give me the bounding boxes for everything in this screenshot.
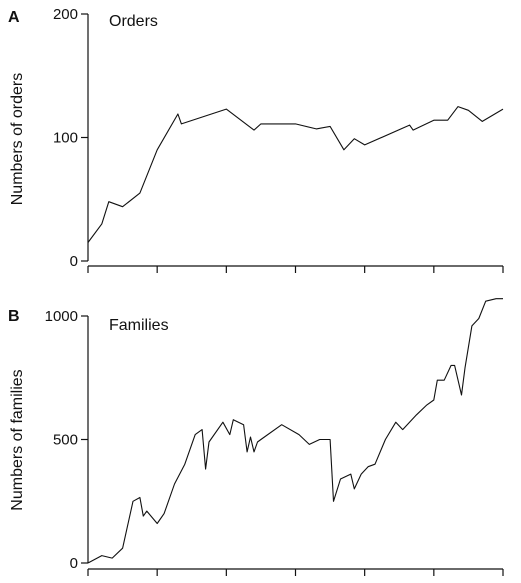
panel-a-y-tick-label: 100 xyxy=(53,130,78,147)
panel-a-title: Orders xyxy=(109,13,158,30)
panel-a-letter: A xyxy=(8,9,20,26)
panel-b-y-tick-label: 500 xyxy=(53,432,78,449)
panel-a: 0 100 200 xyxy=(53,6,504,273)
panel-b-letter: B xyxy=(8,308,20,325)
panel-a-y-tick-label: 0 xyxy=(70,253,78,270)
panel-b: 0 500 1000 xyxy=(45,298,504,576)
panel-b-title: Families xyxy=(109,317,169,334)
panel-b-y-tick-label: 1000 xyxy=(45,308,78,325)
panel-b-y-tick-label: 0 xyxy=(70,555,78,572)
panel-a-y-tick-label: 200 xyxy=(53,6,78,23)
panel-b-ylabel: Numbers of families xyxy=(9,369,26,510)
panel-a-ylabel: Numbers of orders xyxy=(9,73,26,206)
panel-a-series-line xyxy=(87,106,504,243)
panel-b-series-line xyxy=(87,298,503,564)
